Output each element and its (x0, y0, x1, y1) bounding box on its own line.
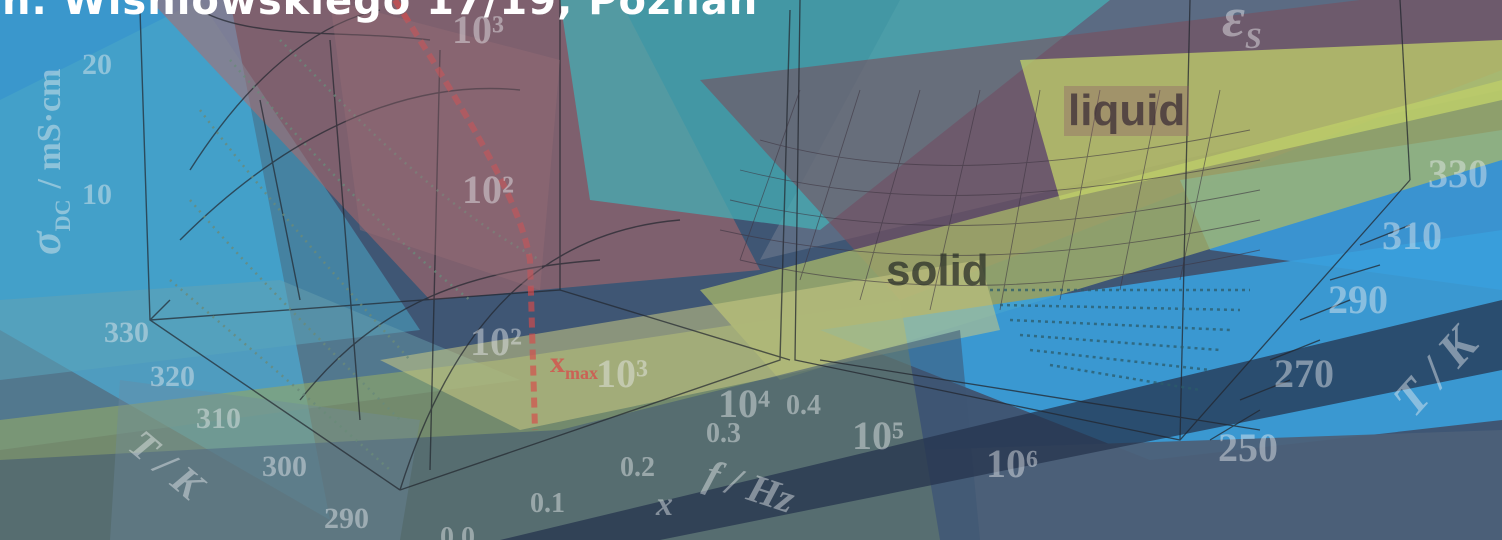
address-header: n. Wiśniowskiego 17/19, Poznań (2, 0, 759, 24)
t-right-tick-330: 330 (1428, 151, 1488, 196)
sigma-unit: / mS·cm (31, 68, 68, 189)
t-right-tick-310: 310 (1382, 213, 1442, 258)
sigma-tick-20: 20 (82, 48, 112, 81)
f-tick-10-3-top: 10³ (452, 7, 504, 52)
sigma-subscript: DC (49, 199, 75, 232)
t-left-tick-320: 320 (150, 360, 195, 393)
epsilon-axis-label: εS (1222, 0, 1262, 56)
f-tick-10-2-mid: 10² (462, 167, 514, 212)
sigma-axis-label: σDC / mS·cm (20, 69, 76, 255)
t-left-tick-310: 310 (196, 402, 241, 435)
f-tick-10-6: 10⁶ (986, 441, 1038, 486)
sigma-symbol: σ (21, 231, 70, 255)
sigma-tick-10: 10 (82, 178, 112, 211)
xmax-subscript: max (565, 363, 598, 383)
f-tick-10-2: 10² (470, 319, 522, 364)
xmax-symbol: x (550, 346, 565, 379)
liquid-phase-label: liquid (1064, 86, 1190, 136)
x-tick-0.4: 0.4 (786, 390, 821, 421)
x-axis-label: x (656, 486, 673, 523)
xmax-label: xmax (550, 346, 598, 384)
x-tick-0.1: 0.1 (530, 488, 565, 519)
x-tick-0.3: 0.3 (706, 418, 741, 449)
t-right-tick-290: 290 (1328, 277, 1388, 322)
f-tick-10-5: 10⁵ (852, 413, 904, 458)
x-tick-0.0: 0.0 (440, 522, 475, 540)
t-right-tick-270: 270 (1274, 351, 1334, 396)
t-left-tick-300: 300 (262, 450, 307, 483)
f-tick-10-3: 10³ (596, 351, 648, 396)
t-left-tick-330: 330 (104, 316, 149, 349)
solid-phase-label: solid (886, 246, 989, 295)
f-tick-10-4: 10⁴ (718, 381, 770, 426)
epsilon-subscript: S (1244, 22, 1262, 56)
t-right-tick-250: 250 (1218, 425, 1278, 470)
x-tick-0.2: 0.2 (620, 452, 655, 483)
epsilon-symbol: ε (1222, 0, 1245, 49)
t-left-tick-290: 290 (324, 502, 369, 535)
